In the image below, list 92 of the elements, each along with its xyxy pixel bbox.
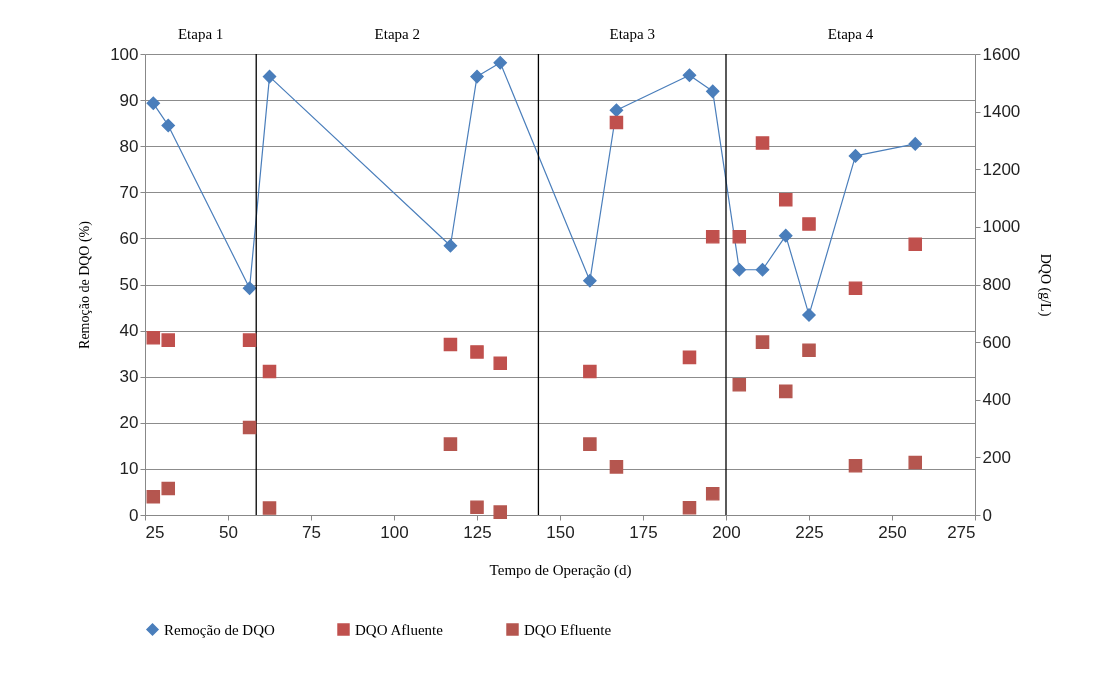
point: [583, 437, 597, 451]
y-tick-label: 90: [119, 90, 139, 110]
point: [161, 333, 176, 347]
point: [908, 455, 923, 470]
x-tick-label: 275: [947, 522, 976, 542]
point: [732, 377, 747, 392]
legend-label: Remoção de DQO: [164, 621, 275, 638]
point: [778, 228, 793, 243]
point: [242, 281, 257, 295]
y2-tick-label: 200: [982, 447, 1011, 467]
point: [609, 115, 624, 130]
point: [682, 68, 697, 82]
y-tick-label: 40: [119, 321, 139, 341]
point: [732, 262, 747, 277]
x-tick-label: 250: [878, 522, 907, 542]
point: [778, 384, 793, 399]
point: [682, 501, 697, 515]
point: [161, 481, 176, 496]
point: [778, 193, 793, 207]
point: [146, 490, 161, 504]
point: [443, 337, 458, 352]
x-tick-label: 175: [629, 522, 658, 542]
point: [705, 84, 720, 99]
point: [146, 331, 161, 345]
point: [242, 420, 257, 435]
point: [802, 343, 816, 357]
point: [848, 458, 863, 473]
y-tick-label: 50: [119, 275, 139, 294]
point: [493, 505, 508, 519]
y2-tick-label: 1400: [982, 102, 1021, 122]
x-tick-label: 150: [546, 522, 575, 542]
y-tick-label: 0: [129, 505, 139, 525]
x-tick-label: 50: [219, 522, 238, 542]
point: [705, 486, 720, 501]
point: [470, 500, 484, 514]
point: [609, 460, 624, 474]
y-tick-label: 20: [119, 413, 139, 433]
y2-tick-label: 400: [982, 390, 1011, 410]
y2-axis-title: DQO (g/L): [1037, 253, 1054, 317]
point: [848, 281, 863, 296]
point: [682, 350, 697, 365]
y2-tick-label: 1600: [982, 44, 1021, 64]
point: [470, 69, 484, 84]
point: [908, 237, 923, 251]
point: [908, 137, 923, 151]
y2-tick-label: 1000: [982, 217, 1021, 237]
y-tick-label: 100: [110, 44, 139, 64]
point: [443, 239, 458, 253]
x-tick-label: 200: [712, 522, 741, 542]
point: [493, 55, 508, 70]
point: [755, 136, 770, 150]
legend-label: DQO Afluente: [355, 621, 444, 638]
x-tick-label: 225: [795, 522, 824, 542]
point: [443, 437, 458, 451]
legend-label: DQO Efluente: [524, 621, 612, 638]
point: [848, 149, 863, 163]
point: [262, 501, 277, 515]
x-axis-title: Tempo de Operação (d): [489, 561, 632, 579]
y2-tick-label: 800: [982, 275, 1011, 294]
y2-tick-label: 1200: [982, 159, 1021, 179]
y-axis-title: Remoção de DQO (%): [77, 220, 94, 349]
point: [705, 229, 720, 244]
x-tick-label: 75: [302, 522, 321, 542]
point: [242, 333, 257, 347]
y2-tick-label: 600: [982, 332, 1011, 352]
x-tick-label: 100: [380, 522, 409, 542]
point: [493, 356, 508, 370]
text: Etapa 3: [609, 26, 655, 42]
point: [755, 335, 770, 349]
point: [802, 217, 816, 231]
point: [732, 229, 747, 244]
point: [755, 262, 770, 277]
point: [146, 96, 161, 111]
point: [802, 308, 816, 322]
y2-tick-label: 0: [982, 505, 992, 525]
text: Etapa 4: [827, 26, 874, 42]
text: Etapa 2: [374, 26, 421, 42]
x-tick-label: 25: [145, 522, 165, 542]
y-tick-label: 70: [119, 182, 139, 202]
y-tick-label: 10: [119, 459, 139, 479]
point: [262, 69, 277, 84]
y-tick-label: 30: [119, 367, 139, 387]
point: [583, 274, 597, 288]
point: [161, 118, 176, 133]
point: [583, 364, 597, 379]
x-tick-label: 125: [463, 522, 492, 542]
y-tick-label: 60: [119, 228, 139, 248]
point: [470, 345, 484, 359]
y-tick-label: 80: [119, 136, 139, 156]
point: [262, 364, 277, 379]
text: Etapa 1: [177, 26, 224, 42]
point: [609, 103, 624, 118]
